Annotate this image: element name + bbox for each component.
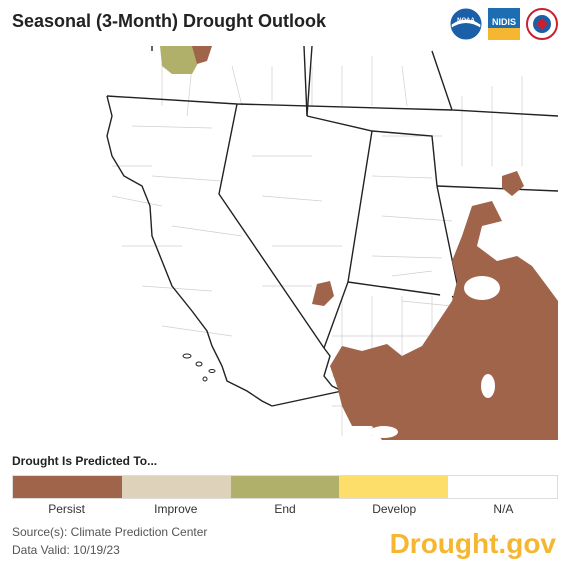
legend-title: Drought Is Predicted To...: [12, 454, 158, 468]
persist-gap-3: [370, 426, 398, 438]
data-valid-text: Data Valid: 10/19/23: [12, 543, 120, 557]
persist-gap-1: [464, 276, 500, 300]
drought-outlook-map: [12, 46, 558, 440]
legend-bar: [12, 475, 558, 499]
legend-swatch-improve: [121, 476, 231, 498]
persist-region-wyoming: [502, 171, 524, 196]
drought-gov-link[interactable]: Drought.gov: [389, 528, 556, 559]
noaa-logo-icon: NOAA: [450, 8, 482, 40]
legend-label-improve: Improve: [154, 502, 198, 516]
header: Seasonal (3-Month) Drought Outlook NOAA …: [0, 0, 570, 46]
legend-labels: Persist Improve End Develop N/A: [12, 502, 558, 516]
source-text: Source(s): Climate Prediction Center: [12, 525, 208, 539]
page-title: Seasonal (3-Month) Drought Outlook: [12, 11, 326, 31]
legend-label-end: End: [274, 502, 296, 516]
legend-swatch-develop: [339, 476, 449, 498]
nws-logo-icon: [526, 8, 558, 40]
end-region-oregon: [160, 46, 202, 74]
legend-label-persist: Persist: [48, 502, 85, 516]
noaa-logo-text: NOAA: [457, 18, 475, 24]
persist-region-southwest: [330, 201, 558, 440]
legend-label-develop: Develop: [372, 502, 417, 516]
persist-gap-4: [440, 289, 452, 303]
logo-group: NOAA NIDIS: [450, 8, 558, 40]
persist-region-nevada: [312, 281, 334, 306]
legend-swatch-persist: [13, 476, 122, 498]
persist-gap-2: [481, 374, 495, 398]
legend-swatch-end: [230, 476, 340, 498]
legend-label-na: N/A: [493, 502, 514, 516]
persist-region-oregon: [192, 46, 212, 64]
nidis-logo-text: NIDIS: [492, 17, 516, 27]
legend-swatch-na: [448, 476, 557, 498]
nidis-logo-icon: NIDIS: [488, 8, 520, 40]
channel-islands: [182, 353, 216, 382]
